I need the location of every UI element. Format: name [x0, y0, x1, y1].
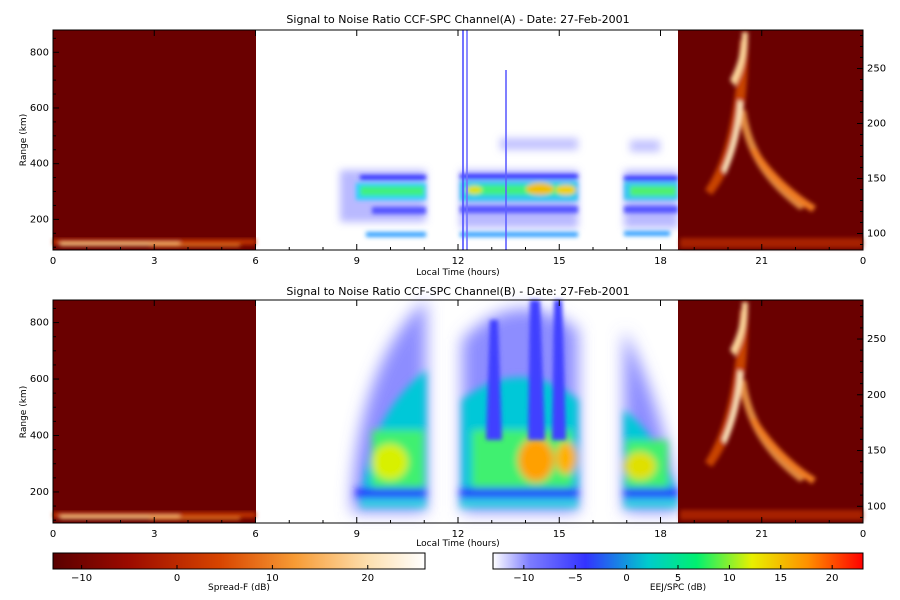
x-tick-label: 0	[50, 529, 56, 540]
panel-a-xlabel: Local Time (hours)	[416, 268, 499, 278]
x-tick-label: 21	[755, 529, 768, 540]
y-tick-label: 800	[30, 47, 49, 58]
y-tick-label: 400	[30, 159, 49, 170]
panel-b-xlabel: Local Time (hours)	[416, 539, 499, 549]
x-tick-label: 6	[252, 529, 258, 540]
panel-a-y2-ticks: 100 150 200 250	[857, 35, 886, 245]
panel-b-spreadf-plumes	[680, 302, 863, 520]
x-tick-label: 3	[151, 256, 157, 267]
spread-f-colorbar-ticks: −10 0 10 20	[71, 565, 374, 584]
y2-tick-label: 150	[867, 174, 886, 185]
panel-a-title: Signal to Noise Ratio CCF-SPC Channel(A)…	[286, 13, 629, 26]
ejd-colorbar-ticks: −10 −5 0 5 10 15 20	[513, 565, 839, 584]
panel-a: Signal to Noise Ratio CCF-SPC Channel(A)…	[19, 13, 886, 278]
x-tick-label: 18	[654, 529, 667, 540]
panel-a-x-ticks: 0 3 6 9 12 15 18 21 0	[50, 30, 866, 267]
x-tick-label: 21	[755, 256, 768, 267]
colorbar-tick-label: 0	[174, 573, 180, 584]
panel-b-spreadf-left	[53, 300, 256, 523]
panel-b-y2-ticks: 100 150 200 250	[857, 305, 886, 518]
colorbar-tick-label: 15	[774, 573, 787, 584]
x-tick-label: 12	[452, 256, 465, 267]
colorbar-tick-label: 5	[675, 573, 681, 584]
y-tick-label: 400	[30, 430, 49, 441]
x-tick-label: 9	[354, 256, 360, 267]
panel-b-x-ticks: 0 3 6 9 12 15 18 21 0	[50, 300, 866, 540]
y2-tick-label: 150	[867, 446, 886, 457]
panel-b-y-ticks: 200 400 600 800	[30, 307, 59, 521]
y-tick-label: 600	[30, 103, 49, 114]
x-tick-label: 15	[553, 529, 566, 540]
colorbar-tick-label: 0	[623, 573, 629, 584]
panel-b-spreadf-right	[678, 300, 863, 523]
colorbar-tick-label: 20	[361, 573, 374, 584]
colorbar-tick-label: −5	[568, 573, 583, 584]
x-tick-label: 6	[252, 256, 258, 267]
x-tick-label: 18	[654, 256, 667, 267]
colorbar-tick-label: 10	[266, 573, 279, 584]
y2-tick-label: 250	[867, 334, 886, 345]
colorbar-tick-label: −10	[513, 573, 534, 584]
x-tick-label: 9	[354, 529, 360, 540]
panel-b-ylabel: Range (km)	[19, 386, 29, 438]
colorbar-tick-label: 10	[723, 573, 736, 584]
panel-a-spreadf-left-echo	[53, 239, 256, 247]
spread-f-colorbar-gradient	[52, 552, 426, 570]
panel-a-interference-stripes	[462, 30, 507, 250]
colorbar-tick-label: −10	[71, 573, 92, 584]
y2-tick-label: 100	[867, 229, 886, 240]
x-tick-label: 3	[151, 529, 157, 540]
x-tick-label: 0	[860, 256, 866, 267]
panel-a-spreadf-right	[678, 30, 863, 250]
colorbar-tick-label: 20	[826, 573, 839, 584]
ejd-colorbar-label: EEJ/SPC (dB)	[650, 583, 706, 593]
panel-b: Signal to Noise Ratio CCF-SPC Channel(B)…	[19, 285, 886, 549]
y2-tick-label: 200	[867, 119, 886, 130]
x-tick-label: 0	[50, 256, 56, 267]
panel-a-y-ticks: 200 400 600 800	[30, 37, 59, 248]
x-tick-label: 15	[553, 256, 566, 267]
spread-f-colorbar: −10 0 10 20 Spread-F (dB)	[52, 552, 426, 593]
panel-a-ejd-layers	[340, 30, 678, 250]
panel-b-title: Signal to Noise Ratio CCF-SPC Channel(B)…	[286, 285, 629, 298]
spread-f-colorbar-label: Spread-F (dB)	[208, 583, 270, 593]
panel-a-spreadf-left	[53, 30, 256, 250]
panel-b-spreadf-left-echo	[53, 512, 256, 520]
x-tick-label: 12	[452, 529, 465, 540]
y-tick-label: 800	[30, 318, 49, 329]
y2-tick-label: 250	[867, 64, 886, 75]
y2-tick-label: 100	[867, 501, 886, 512]
y-tick-label: 200	[30, 214, 49, 225]
panel-a-ylabel: Range (km)	[19, 114, 29, 166]
x-tick-label: 0	[860, 529, 866, 540]
ejd-colorbar: −10 −5 0 5 10 15 20 EEJ/SPC (dB)	[492, 552, 864, 593]
y-tick-label: 200	[30, 487, 49, 498]
y2-tick-label: 200	[867, 390, 886, 401]
y-tick-label: 600	[30, 374, 49, 385]
panel-a-spreadf-plumes	[680, 32, 863, 248]
panel-b-ejd-echo	[352, 300, 678, 512]
